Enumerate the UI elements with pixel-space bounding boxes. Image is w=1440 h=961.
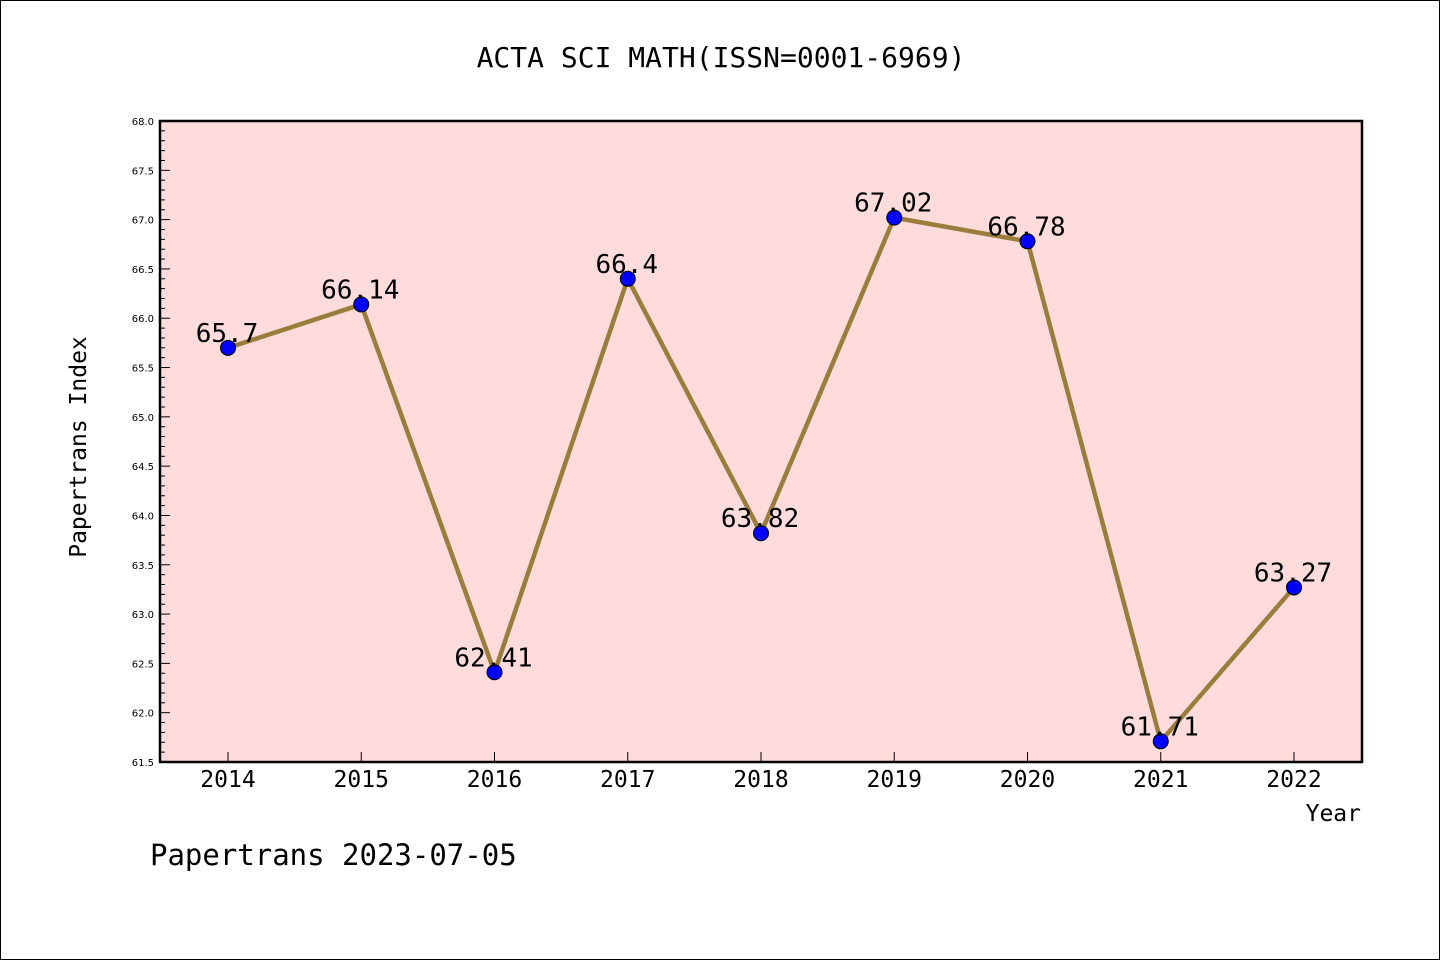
y-tick-label: 63.0 — [132, 610, 154, 621]
y-tick-label: 66.5 — [132, 265, 154, 276]
x-tick-label: 2017 — [600, 767, 655, 793]
x-tick-label: 2018 — [733, 767, 788, 793]
data-label: 62.41 — [454, 643, 532, 673]
data-point — [220, 339, 236, 356]
data-label: 67.02 — [854, 189, 932, 219]
chart-title: ACTA SCI MATH(ISSN=0001-6969) — [477, 41, 966, 74]
data-label: 65.7 — [196, 319, 259, 349]
y-tick-label: 64.5 — [132, 462, 154, 473]
y-tick-label: 68.0 — [132, 117, 154, 128]
data-point — [753, 525, 769, 542]
data-point — [1019, 233, 1036, 250]
y-tick-label: 65.5 — [132, 364, 154, 375]
y-tick-label: 63.5 — [132, 561, 154, 572]
x-tick-label: 2015 — [334, 767, 389, 793]
x-tick-label: 2014 — [200, 767, 255, 793]
data-labels: 65.7 66.14 62.41 66.4 63.82 67.02 66.78 61.71 63… — [196, 189, 1332, 743]
x-axis-title: Year — [1306, 801, 1361, 827]
data-point — [886, 209, 903, 226]
data-label: 66.78 — [987, 212, 1065, 242]
y-tick-labels: 61.5 62.0 62.5 63.0 63.5 64.0 64.5 65.0 65.5 66.0… — [132, 117, 154, 769]
plot-area — [160, 121, 1362, 762]
y-tick-label: 64.0 — [132, 511, 154, 522]
x-tick-label: 2016 — [467, 767, 522, 793]
data-label: 61.71 — [1121, 712, 1199, 742]
x-tick-label: 2020 — [1000, 767, 1055, 793]
data-points — [220, 209, 1302, 750]
data-point — [353, 296, 370, 313]
data-point — [1286, 579, 1302, 596]
x-tick-labels: 2014 2015 2016 2017 2018 2019 2020 2021 2022 — [200, 767, 1321, 793]
y-tick-label: 66.0 — [132, 314, 154, 325]
y-tick-label: 65.0 — [132, 413, 154, 424]
y-axis-title: Papertrans Index — [66, 336, 92, 558]
plot-border — [158, 119, 1364, 764]
y-tick-label: 61.5 — [132, 758, 154, 769]
y-tick-label: 62.5 — [132, 659, 154, 670]
data-label: 63.27 — [1254, 558, 1332, 588]
data-label: 63.82 — [721, 504, 799, 534]
y-tick-label: 67.5 — [132, 166, 154, 177]
y-tick-label: 62.0 — [132, 709, 154, 720]
x-tick-label: 2022 — [1266, 767, 1321, 793]
data-point — [1152, 733, 1169, 750]
x-tick-label: 2021 — [1133, 767, 1188, 793]
data-label: 66.14 — [321, 275, 399, 305]
footer-text: Papertrans 2023-07-05 — [150, 838, 517, 872]
x-tick-label: 2019 — [867, 767, 922, 793]
data-point — [486, 664, 503, 681]
data-point — [619, 270, 636, 287]
data-label: 66.4 — [595, 250, 658, 280]
y-tick-label: 67.0 — [132, 216, 154, 227]
